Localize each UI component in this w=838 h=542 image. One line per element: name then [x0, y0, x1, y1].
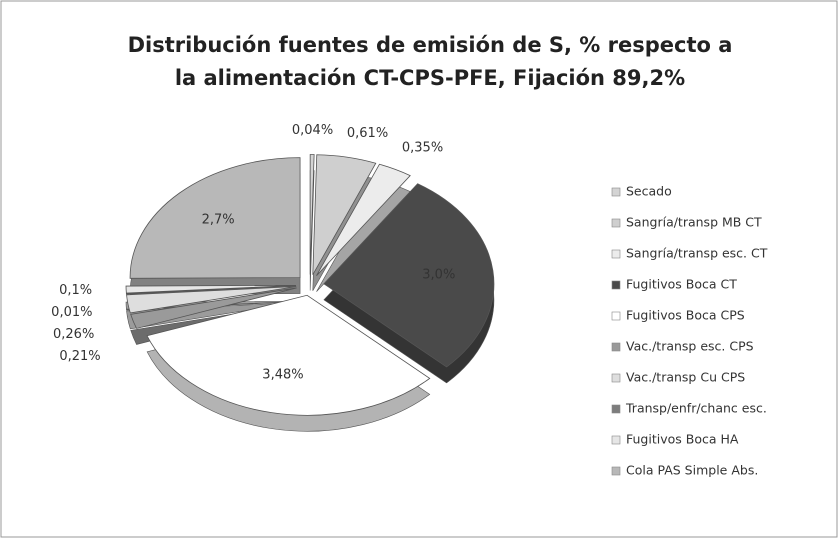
legend-label: Fugitivos Boca CT	[626, 277, 737, 292]
legend-swatch	[611, 466, 621, 476]
slice	[323, 183, 495, 368]
data-label: 0,35%	[402, 141, 443, 156]
chart-title: la alimentación CT-CPS-PFE, Fijación 89,…	[175, 66, 685, 90]
legend-label: Transp/enfr/chanc esc.	[625, 401, 767, 416]
data-label: 2,7%	[202, 213, 235, 228]
slice	[125, 284, 297, 294]
legend-swatch	[611, 435, 621, 445]
legend-swatch	[611, 373, 621, 383]
slice	[312, 154, 377, 275]
legend-swatch	[611, 187, 621, 197]
data-label: 0,1%	[59, 283, 92, 298]
data-label: 0,01%	[51, 305, 92, 320]
legend-swatch	[611, 280, 621, 290]
slice	[146, 294, 431, 416]
data-label: 0,21%	[59, 349, 100, 364]
legend-swatch	[611, 249, 621, 259]
legend-label: Cola PAS Simple Abs.	[626, 463, 758, 478]
legend-label: Vac./transp Cu CPS	[626, 370, 745, 385]
legend-label: Secado	[626, 184, 672, 199]
legend-swatch	[611, 404, 621, 414]
slice	[309, 154, 315, 275]
data-label: 0,26%	[53, 327, 94, 342]
legend-swatch	[611, 218, 621, 228]
legend-label: Sangría/transp MB CT	[626, 215, 762, 230]
data-label: 0,04%	[292, 123, 333, 138]
data-label: 3,48%	[262, 368, 303, 383]
slice	[126, 286, 297, 314]
legend-label: Sangría/transp esc. CT	[626, 246, 768, 261]
legend-label: Vac./transp esc. CPS	[626, 339, 754, 354]
chart-title: Distribución fuentes de emisión de S, % …	[128, 33, 733, 57]
data-label: 3,0%	[422, 267, 455, 282]
legend-label: Fugitivos Boca HA	[626, 432, 739, 447]
legend-swatch	[611, 342, 621, 352]
legend-swatch	[611, 311, 621, 321]
data-label: 0,61%	[347, 126, 388, 141]
legend-label: Fugitivos Boca CPS	[626, 308, 745, 323]
slice	[129, 157, 301, 279]
slice	[130, 287, 297, 329]
slice	[316, 163, 411, 276]
